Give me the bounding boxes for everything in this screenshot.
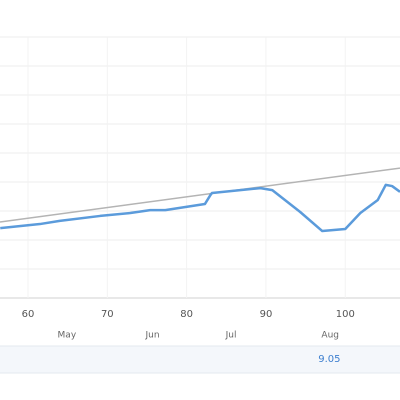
month-label: May [58,331,77,341]
data-line [0,183,400,233]
x-tick-label: 80 [180,309,193,320]
x-tick-label: 60 [22,309,35,320]
x-tick-label: 70 [101,309,114,320]
month-label: Jun [144,331,159,341]
x-tick-label: 100 [336,309,355,320]
footer-band [0,346,400,373]
x-tick-label: 90 [260,309,273,320]
month-label: Jul [225,331,237,341]
trend-line [0,167,400,223]
month-label: Aug [321,331,339,341]
footer-value: 9.05 [318,354,340,365]
